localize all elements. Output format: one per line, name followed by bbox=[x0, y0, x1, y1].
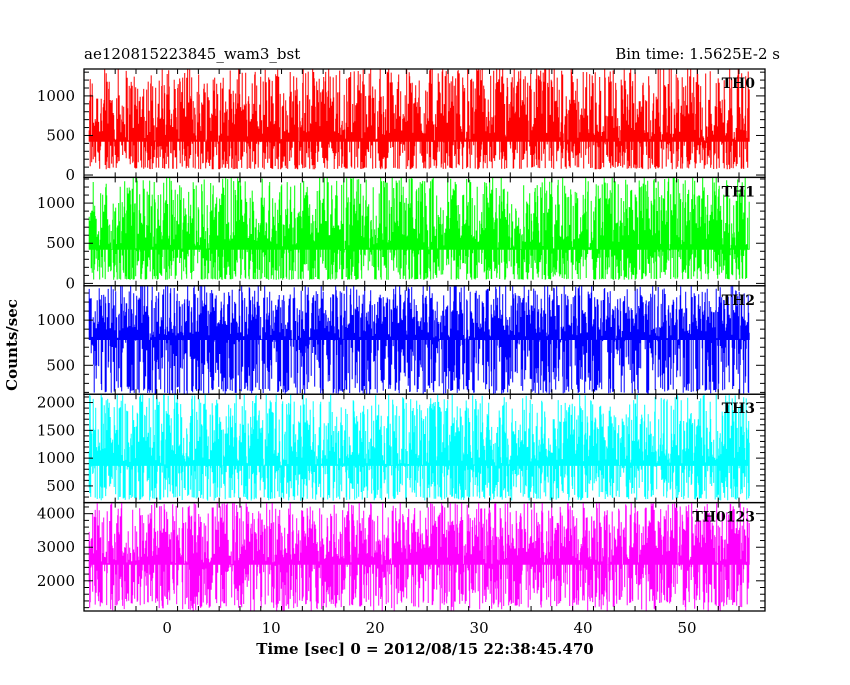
y-tick-label: 2000 bbox=[37, 572, 75, 590]
series-th0 bbox=[88, 69, 750, 170]
y-tick-label: 1000 bbox=[37, 194, 75, 212]
x-tick-label: 10 bbox=[262, 619, 281, 637]
series-th2 bbox=[88, 285, 750, 395]
panel-th3: 500 1000 1500 2000 TH3 bbox=[37, 394, 766, 504]
y-tick-label: 500 bbox=[46, 126, 75, 144]
y-tick-label: 3000 bbox=[37, 538, 75, 556]
x-tick-label: 50 bbox=[677, 619, 696, 637]
y-tick-label: 2000 bbox=[37, 394, 75, 412]
chart-title: ae120815223845_wam3_bst bbox=[84, 45, 300, 63]
panel-label: TH3 bbox=[722, 401, 755, 417]
panels-layer: 05001000TH005001000TH15001000TH250010001… bbox=[37, 68, 766, 637]
y-tick-label: 1500 bbox=[37, 421, 75, 439]
panel-th0123: 2000 3000 4000 TH0123 bbox=[37, 501, 766, 612]
x-tick-label: 20 bbox=[366, 619, 385, 637]
panel-label: TH0 bbox=[722, 76, 756, 92]
y-tick-label: 500 bbox=[46, 477, 75, 495]
y-tick-label: 4000 bbox=[37, 505, 75, 523]
x-tick-label: 40 bbox=[574, 619, 593, 637]
x-tick-label: 30 bbox=[470, 619, 489, 637]
series-th0123 bbox=[88, 502, 750, 612]
y-tick-label: 1000 bbox=[37, 87, 75, 105]
panel-frame bbox=[83, 501, 766, 612]
panel-th0: 0 500 1000 TH0 bbox=[37, 68, 766, 184]
panel-th2: 500 1000 TH2 bbox=[37, 285, 766, 395]
panel-th1: 0 500 1000 TH1 bbox=[37, 176, 766, 292]
y-tick-label: 500 bbox=[46, 234, 75, 252]
chart-subtitle: Bin time: 1.5625E-2 s bbox=[615, 45, 780, 63]
x-axis-label: Time [sec] 0 = 2012/08/15 22:38:45.470 bbox=[256, 640, 593, 658]
x-tick-label: 0 bbox=[162, 619, 172, 637]
panel-label: TH2 bbox=[722, 293, 755, 309]
series-th3 bbox=[88, 394, 750, 501]
series-th1 bbox=[88, 177, 750, 280]
panel-label: TH1 bbox=[722, 184, 755, 200]
y-tick-label: 0 bbox=[65, 274, 75, 292]
panel-label: TH0123 bbox=[692, 510, 755, 526]
y-tick-label: 0 bbox=[65, 166, 75, 184]
y-tick-label: 500 bbox=[46, 356, 75, 374]
y-axis-label: Counts/sec bbox=[3, 299, 21, 391]
y-tick-label: 1000 bbox=[37, 449, 75, 467]
y-tick-label: 1000 bbox=[37, 311, 75, 329]
